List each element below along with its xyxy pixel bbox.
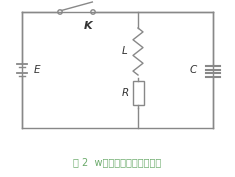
- Text: R: R: [121, 88, 129, 98]
- Text: L: L: [122, 47, 128, 56]
- Text: K: K: [84, 21, 93, 31]
- Text: E: E: [34, 65, 40, 75]
- Text: C: C: [189, 65, 197, 75]
- Text: 图 2  w电磁阀断开时等效电路: 图 2 w电磁阀断开时等效电路: [73, 157, 161, 167]
- Bar: [133, 81, 144, 105]
